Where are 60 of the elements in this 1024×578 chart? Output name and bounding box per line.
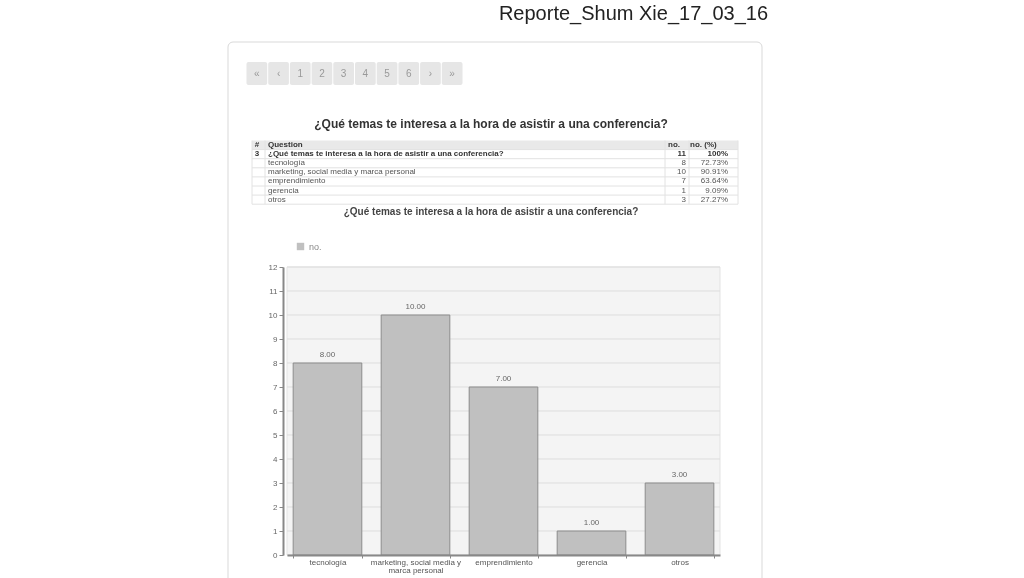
y-tick-label: 2: [273, 502, 279, 512]
text: 27.27%: [700, 194, 728, 204]
text: »: [449, 68, 456, 79]
y-tick-label: 10: [268, 310, 279, 320]
text: otros: [268, 194, 286, 204]
y-tick-label: 12: [268, 262, 279, 272]
text: 100%: [707, 149, 728, 159]
text: no.: [668, 140, 680, 150]
x-tick-label: marketing, social media y marca personal: [370, 557, 462, 575]
y-tick-label: 9: [273, 334, 279, 344]
legend-label: no.: [309, 241, 322, 252]
x-tick-label: tecnología: [309, 557, 347, 567]
text: ‹: [276, 68, 281, 79]
y-tick-label: 3: [273, 478, 279, 488]
text: gerencia: [268, 185, 300, 195]
text: 63.64%: [700, 176, 728, 186]
y-tick-label: 0: [273, 550, 279, 560]
text: 90.91%: [700, 167, 728, 177]
text: 72.73%: [700, 158, 728, 168]
text: 3: [681, 194, 687, 204]
chart-subtitle: ¿Qué temas te interesa a la hora de asistir a una conferencia?: [314, 117, 668, 131]
x-tick-label: otros: [671, 557, 689, 567]
data-label: 1.00: [583, 518, 600, 527]
y-tick-label: 8: [273, 358, 279, 368]
text: ¿Qué temas te interesa a la hora de asistir a una conferencia?: [343, 206, 639, 218]
text: 10: [677, 167, 687, 177]
text: 3: [340, 68, 347, 79]
data-label: 7.00: [495, 374, 512, 383]
text: «: [254, 68, 261, 79]
text: 8: [681, 158, 687, 168]
text: 2: [319, 68, 326, 79]
y-tick-label: 7: [273, 382, 279, 392]
text: 1: [681, 185, 687, 195]
text: ›: [428, 68, 433, 79]
text: tecnología: [268, 158, 306, 168]
text: 9.09%: [705, 185, 728, 195]
text: no. (%): [690, 140, 717, 150]
text: 7: [681, 176, 687, 186]
y-tick-label: 11: [269, 286, 279, 296]
chart-title: Reporte_Shum Xie_17_03_16: [498, 2, 768, 25]
x-tick-label: emprendimiento: [475, 557, 534, 567]
text: emprendimiento: [268, 176, 326, 186]
y-tick-label: 6: [273, 406, 279, 416]
text: Question: [268, 140, 303, 150]
text: 11: [677, 149, 687, 159]
text: 1: [297, 68, 304, 79]
text: #: [254, 140, 260, 150]
y-tick-label: 1: [273, 526, 279, 536]
text: ¿Qué temas te interesa a la hora de asistir a una conferencia?: [268, 149, 504, 159]
y-tick-label: 4: [273, 454, 279, 464]
data-label: 10.00: [405, 302, 427, 311]
y-tick-label: 5: [273, 430, 279, 440]
text: marketing, social media y marca personal: [268, 167, 416, 177]
text: 4: [362, 68, 369, 79]
text: 6: [405, 68, 412, 79]
text: 3: [254, 149, 260, 159]
data-label: 8.00: [319, 350, 336, 359]
text: 5: [384, 68, 391, 79]
data-label: 3.00: [671, 470, 688, 479]
x-tick-label: gerencia: [576, 557, 608, 567]
